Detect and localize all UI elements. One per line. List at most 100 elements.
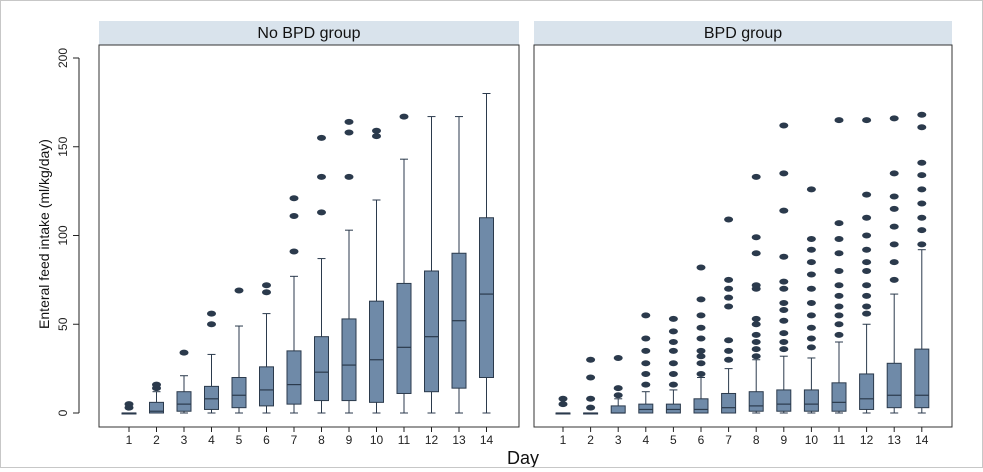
box-day-9: 9 — [776, 122, 792, 447]
outlier-point — [696, 370, 706, 377]
outlier-point — [317, 134, 326, 141]
box-day-14: 14 — [914, 111, 930, 447]
x-tick-label: 10 — [805, 433, 819, 447]
outlier-point — [724, 216, 734, 223]
iqr-box — [176, 391, 192, 412]
iqr-box — [610, 405, 626, 414]
outlier-point — [668, 339, 678, 345]
outlier-point — [724, 285, 734, 292]
outlier-point — [262, 282, 271, 289]
outlier-point — [779, 317, 789, 324]
outlier-point — [317, 209, 326, 216]
iqr-box — [721, 392, 737, 414]
outlier-point — [641, 312, 651, 319]
outlier-point — [862, 191, 872, 198]
box-day-7: 7 — [286, 195, 302, 447]
iqr-box — [259, 366, 274, 407]
x-tick-label: 11 — [833, 433, 846, 447]
box-day-5: 5 — [231, 287, 247, 447]
outlier-point — [179, 349, 189, 356]
box-day-3: 3 — [610, 354, 626, 447]
panel-header — [534, 21, 952, 45]
plot-area — [533, 44, 953, 428]
outlier-point — [917, 172, 927, 179]
box-day-12: 12 — [859, 117, 875, 447]
outlier-point — [641, 360, 651, 367]
outlier-point — [834, 268, 844, 274]
outlier-point — [668, 347, 678, 354]
box-day-13: 13 — [451, 116, 467, 447]
outlier-point — [834, 331, 844, 338]
outlier-point — [806, 236, 816, 243]
outlier-point — [696, 335, 706, 342]
outlier-point — [668, 328, 678, 335]
outlier-point — [558, 395, 568, 402]
box-day-14: 14 — [479, 93, 494, 447]
x-tick-label: 1 — [126, 433, 133, 447]
outlier-point — [724, 303, 734, 310]
box-day-6: 6 — [259, 282, 274, 447]
x-axis-label: Day — [507, 448, 539, 467]
iqr-box — [149, 401, 164, 414]
x-tick-label: 6 — [698, 433, 705, 447]
panel-header — [99, 21, 519, 45]
outlier-point — [344, 118, 354, 125]
box-day-5: 5 — [665, 315, 681, 447]
outlier-point — [641, 347, 651, 354]
outlier-point — [586, 356, 596, 363]
x-tick-label: 13 — [888, 433, 902, 447]
outlier-point — [751, 282, 761, 289]
box-day-13: 13 — [886, 115, 902, 447]
iqr-box — [693, 398, 709, 414]
outlier-point — [724, 347, 734, 354]
outlier-point — [806, 312, 816, 319]
iqr-box — [369, 300, 384, 403]
y-tick-label: 0 — [56, 409, 70, 416]
outlier-point — [917, 241, 927, 248]
outlier-point — [917, 159, 927, 166]
box-day-8: 8 — [314, 134, 329, 447]
iqr-box — [424, 270, 439, 393]
outlier-point — [262, 289, 271, 296]
iqr-box — [204, 385, 219, 410]
y-tick-label: 50 — [56, 317, 70, 331]
outlier-point — [779, 207, 789, 214]
outlier-point — [558, 401, 568, 408]
x-tick-label: 11 — [398, 433, 411, 447]
outlier-point — [917, 124, 927, 131]
outlier-point — [399, 113, 409, 120]
outlier-point — [668, 315, 678, 322]
box-day-8: 8 — [748, 173, 764, 447]
box-day-2: 2 — [149, 381, 164, 447]
outlier-point — [806, 335, 816, 342]
x-tick-label: 1 — [560, 433, 567, 447]
x-tick-label: 4 — [642, 433, 649, 447]
outlier-point — [889, 241, 899, 248]
outlier-point — [862, 214, 872, 221]
x-tick-label: 8 — [318, 433, 325, 447]
outlier-point — [889, 193, 899, 200]
x-tick-label: 10 — [370, 433, 384, 447]
outlier-point — [751, 339, 761, 345]
outlier-point — [889, 115, 899, 122]
x-tick-label: 7 — [725, 433, 732, 447]
box-day-7: 7 — [721, 216, 737, 447]
outlier-point — [862, 259, 872, 266]
outlier-point — [696, 264, 706, 271]
x-tick-label: 9 — [346, 433, 353, 447]
outlier-point — [724, 337, 734, 344]
outlier-point — [834, 321, 844, 328]
y-tick-label: 200 — [56, 48, 70, 68]
outlier-point — [779, 339, 789, 345]
outlier-point — [806, 186, 816, 193]
outlier-point — [317, 173, 326, 180]
x-tick-label: 12 — [860, 433, 874, 447]
outlier-point — [289, 248, 299, 255]
outlier-point — [641, 335, 651, 342]
outlier-point — [751, 234, 761, 241]
outlier-point — [917, 200, 927, 207]
x-tick-label: 8 — [753, 433, 760, 447]
box-day-1: 1 — [555, 395, 571, 447]
outlier-point — [641, 381, 651, 388]
